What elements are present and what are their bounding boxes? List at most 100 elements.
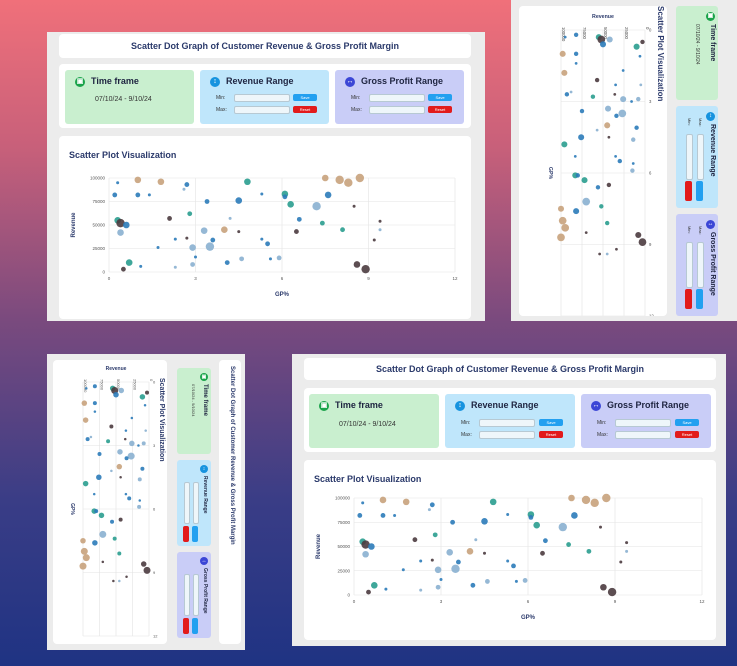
scatter-point [85,387,88,390]
timeframe-value[interactable]: 07/10/24 - 9/10/24 [694,24,700,65]
x-tick-label: 9 [649,242,652,247]
revenue-reset-button[interactable] [183,526,189,542]
y-tick-label: 100000 [90,176,106,181]
scatter-point [116,218,125,228]
scatter-point [130,416,134,420]
gp-save-button[interactable] [696,289,703,309]
scatter-point [384,587,388,591]
gp-reset-button[interactable]: Reset [428,106,452,113]
scatter-point [353,261,361,268]
scatter-point [340,227,345,233]
timeframe-value[interactable]: 07/10/24 - 9/10/24 [339,421,396,428]
scatter-point [362,550,369,558]
scatter-point [380,513,386,518]
scatter-point [282,194,288,200]
scatter-point [379,496,387,504]
scatter-point [630,168,635,173]
calendar-icon: ▣ [75,77,85,87]
screenshot-horizontal-top: Scatter Dot Graph of Customer Revenue & … [47,32,485,321]
revenue-min-input[interactable] [234,94,290,102]
scatter-point [355,173,365,183]
scatter-point [595,128,599,132]
revenue-reset-button[interactable] [685,181,692,201]
gp-min-input[interactable] [369,94,425,102]
timeframe-value[interactable]: 07/10/24 - 9/10/24 [191,384,196,417]
scatter-point [506,512,510,516]
chart-card: Scatter Plot Visualization 0 3 6 9 12 0 25000 5… [304,460,716,640]
revenue-reset-button[interactable]: Reset [539,431,563,438]
scatter-point [614,83,617,87]
scatter-point [466,548,474,555]
revenue-save-button[interactable]: Save [539,419,563,426]
gp-reset-button[interactable] [183,618,189,634]
revenue-max-input[interactable] [193,482,199,524]
page-title: Scatter Dot Graph of Customer Revenue & … [130,41,400,51]
scatter-point [599,204,604,209]
scatter-point [140,466,145,471]
scatter-point [625,541,629,545]
chart-title: Scatter Plot Visualization [314,474,422,484]
scatter-point [605,220,610,226]
scatter-point [124,492,128,496]
scatter-point [372,238,376,242]
scatter-point [633,43,640,50]
gp-save-button[interactable] [192,618,198,634]
scatter-point [427,508,431,512]
scatter-point [344,178,353,187]
gp-reset-button[interactable]: Reset [675,431,699,438]
gp-reset-button[interactable] [685,289,692,309]
x-axis-label: GP% [275,292,290,298]
scatter-point [119,476,122,479]
timeframe-label: Time frame [91,76,139,86]
revenue-min-input[interactable] [686,134,693,180]
scatter-point [113,391,119,398]
y-tick-label: 0 [102,270,105,275]
scatter-point [599,41,607,48]
gp-max-input[interactable] [193,574,199,616]
scatter-point [324,191,332,199]
revenue-range-label: Revenue Range [226,76,294,86]
revenue-min-input[interactable] [184,482,190,524]
revenue-save-button[interactable]: Save [293,94,317,101]
gp-min-input[interactable] [184,574,190,616]
scatter-point [123,221,130,229]
scatter-point [319,220,325,226]
revenue-max-input[interactable] [234,106,290,114]
x-axis-label: GP% [521,615,536,621]
scatter-point [228,216,232,220]
revenue-max-input[interactable] [479,431,535,439]
revenue-save-button[interactable] [192,526,198,542]
scatter-point [401,568,405,572]
gp-min-input[interactable] [686,242,693,288]
scatter-point [93,410,97,413]
revenue-reset-button[interactable]: Reset [293,106,317,113]
revenue-max-input[interactable] [697,134,704,180]
y-tick-label: 75000 [337,520,350,525]
scatter-point [167,216,172,221]
y-tick-label: 0 [149,379,154,382]
gp-max-input[interactable] [615,431,671,439]
arrow-left-right-icon: ↔ [200,557,208,565]
scatter-point [638,238,647,246]
scatter-point [143,566,151,574]
revenue-save-button[interactable] [696,181,703,201]
timeframe-label: Time frame [202,384,208,416]
scatter-point [625,549,629,553]
chart-card: Scatter Plot Visualization 0 3 6 9 12 0 25000 5… [59,136,471,319]
header-card: Scatter Dot Graph of Customer Revenue & … [219,360,241,644]
x-tick-label: 9 [367,276,370,281]
gp-save-button[interactable]: Save [428,94,452,101]
revenue-min-input[interactable] [479,419,535,427]
scatter-point [98,512,105,519]
scatter-point [92,492,96,496]
scatter-point [450,519,455,525]
timeframe-value[interactable]: 07/10/24 - 9/10/24 [95,96,152,103]
scatter-point [528,515,534,520]
gp-save-button[interactable]: Save [675,419,699,426]
scatter-point [156,246,160,250]
gp-max-input[interactable] [697,242,704,288]
scatter-point [189,244,196,251]
scatter-point [185,236,189,240]
gp-max-input[interactable] [369,106,425,114]
gp-min-input[interactable] [615,419,671,427]
